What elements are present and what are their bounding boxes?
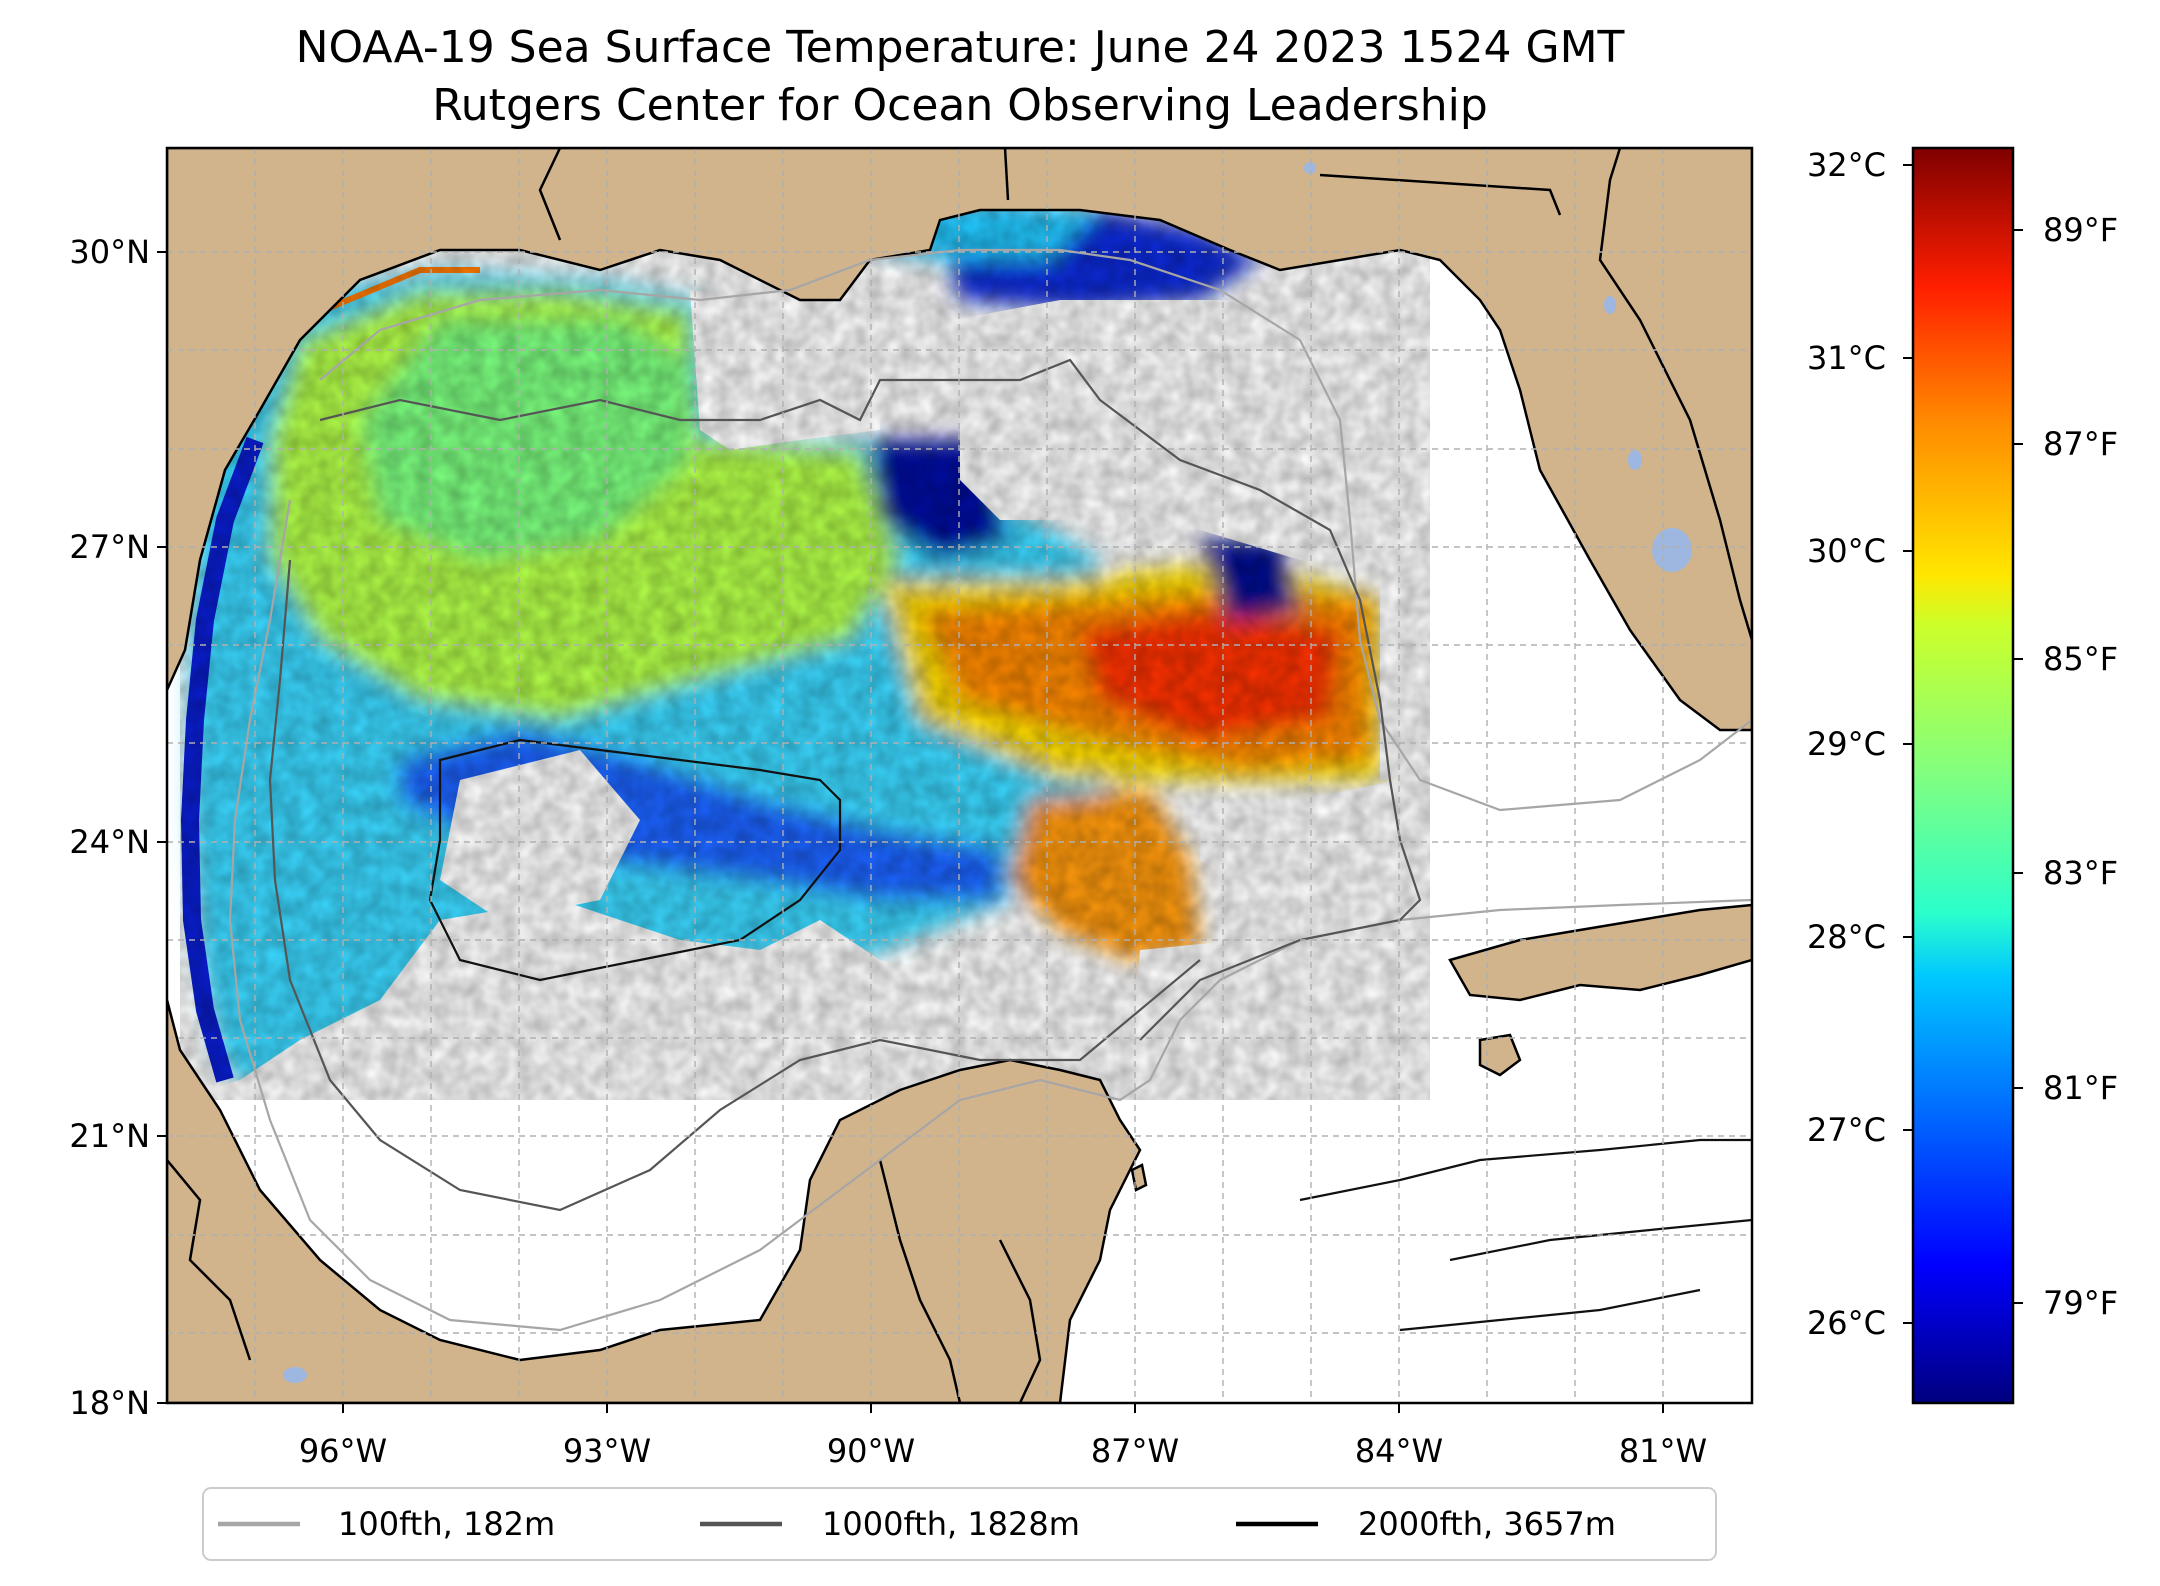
lat-tick-30n: 30°N [69,233,150,271]
legend-label-2000fth: 2000fth, 3657m [1358,1505,1616,1543]
cbar-c-28: 28°C [1807,918,1886,956]
land-usa [167,148,1752,732]
cbar-c-30: 30°C [1807,532,1886,570]
cbar-f-83: 83°F [2043,854,2118,892]
contour-1000fth [268,358,1422,1212]
lon-tick-81w: 81°W [1619,1432,1707,1470]
contour-2000fth [428,738,1752,1332]
lake-okeechobee [1652,528,1692,572]
gridlines [167,148,1752,1403]
legend-label-100fth: 100fth, 182m [338,1505,555,1543]
lon-tick-90w: 90°W [827,1432,915,1470]
colorbar-celsius-ticks [1903,164,1913,1324]
cbar-f-89: 89°F [2043,211,2118,249]
cbar-f-85: 85°F [2043,640,2118,678]
cbar-f-81: 81°F [2043,1069,2118,1107]
land-masses [167,148,1752,1403]
land-cozumel [1130,1163,1148,1192]
lat-tick-24n: 24°N [69,823,150,861]
lat-tick-21n: 21°N [69,1117,150,1155]
lon-axis [342,1403,1664,1413]
colorbar-bar [1911,146,2015,1405]
colorbar: 32°C 31°C 30°C 29°C 28°C 27°C 26°C 89°F … [1807,146,2118,1405]
map-panel [165,146,1754,1405]
lon-tick-84w: 84°W [1355,1432,1443,1470]
lon-tick-87w: 87°W [1091,1432,1179,1470]
title-line-1: NOAA-19 Sea Surface Temperature: June 24… [296,22,1625,73]
legend: 100fth, 182m 1000fth, 1828m 2000fth, 365… [202,1487,1717,1561]
title-line-2: Rutgers Center for Ocean Observing Leade… [432,80,1488,131]
cbar-c-27: 27°C [1807,1111,1886,1149]
cbar-c-32: 32°C [1807,146,1886,184]
cbar-c-26: 26°C [1807,1304,1886,1342]
inland-water [283,162,1692,1383]
legend-box [202,1487,1717,1561]
cbar-f-79: 79°F [2043,1284,2118,1322]
land-cuba [1448,903,1752,1002]
lat-tick-27n: 27°N [69,528,150,566]
sst-texture [180,200,1430,1100]
cbar-f-87: 87°F [2043,425,2118,463]
map-frame [165,146,1754,1405]
lon-tick-96w: 96°W [299,1432,387,1470]
lon-tick-93w: 93°W [563,1432,651,1470]
cbar-c-29: 29°C [1807,725,1886,763]
land-isle-of-youth [1478,1033,1522,1077]
land-mexico [167,999,1142,1403]
bathymetry-contours [228,248,1752,1332]
lat-tick-18n: 18°N [69,1384,150,1422]
boundaries [167,148,1562,1403]
legend-label-1000fth: 1000fth, 1828m [822,1505,1080,1543]
colorbar-fahrenheit-ticks [2013,229,2023,1304]
lat-axis [157,251,167,1404]
cbar-c-31: 31°C [1807,339,1886,377]
